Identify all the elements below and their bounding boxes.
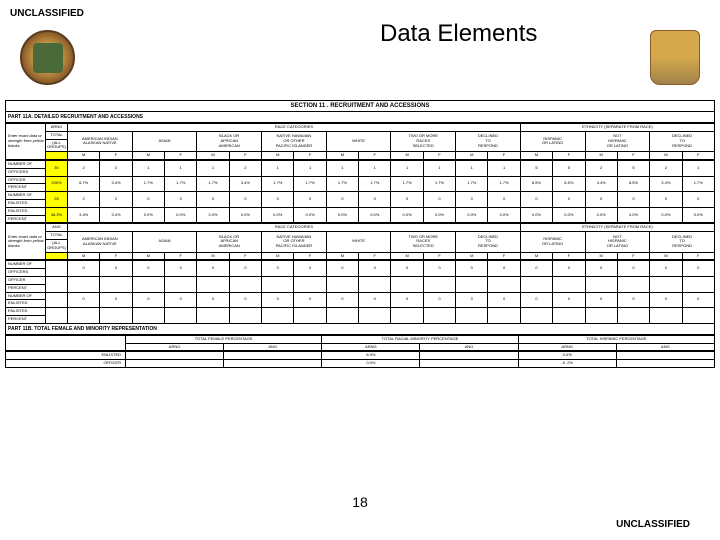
- part-11b-title: PART 11B. TOTAL FEMALE AND MINORITY REPR…: [5, 324, 715, 335]
- unclassified-top: UNCLASSIFIED: [10, 8, 84, 19]
- part-11a-title: PART 11A. DETAILED RECRUITMENT AND ACCES…: [5, 112, 715, 123]
- ang-label: ANG: [46, 224, 68, 232]
- table-ang-body: NUMBER OF00000000000000000000OFFICERSOFF…: [5, 260, 715, 323]
- total-blank: [46, 152, 68, 160]
- content: SECTION 11 . RECRUITMENT AND ACCESSIONS …: [5, 100, 715, 368]
- arng-label: ARNG: [46, 124, 68, 132]
- header: UNCLASSIFIED Data Elements: [0, 0, 720, 90]
- table-11b-body: ENLISTED6.9%0.0%OFFICER0.0%-9 .2%: [5, 351, 715, 368]
- table-ang: Enter exact data or strength from yellow…: [5, 223, 715, 260]
- unclassified-bottom: UNCLASSIFIED: [616, 519, 690, 530]
- section-title: SECTION 11 . RECRUITMENT AND ACCESSIONS: [5, 100, 715, 112]
- table-11b: TOTAL FEMALE PERCENTAGE TOTAL RACIAL MIN…: [5, 335, 715, 352]
- race-header: RACE CATEGORIES: [68, 124, 521, 132]
- national-guard-seal-icon: [650, 30, 700, 85]
- table-arng-body: NUMBER OF3022111211111111552521OFFICERSO…: [5, 160, 715, 223]
- dod-seal-icon: [20, 30, 75, 85]
- page-title: Data Elements: [380, 20, 537, 48]
- ethnicity-header: ETHNICITY (SEPARATE FROM RACE): [520, 124, 714, 132]
- page-number: 18: [352, 494, 368, 510]
- table-arng: Enter exact data or strength from yellow…: [5, 123, 715, 160]
